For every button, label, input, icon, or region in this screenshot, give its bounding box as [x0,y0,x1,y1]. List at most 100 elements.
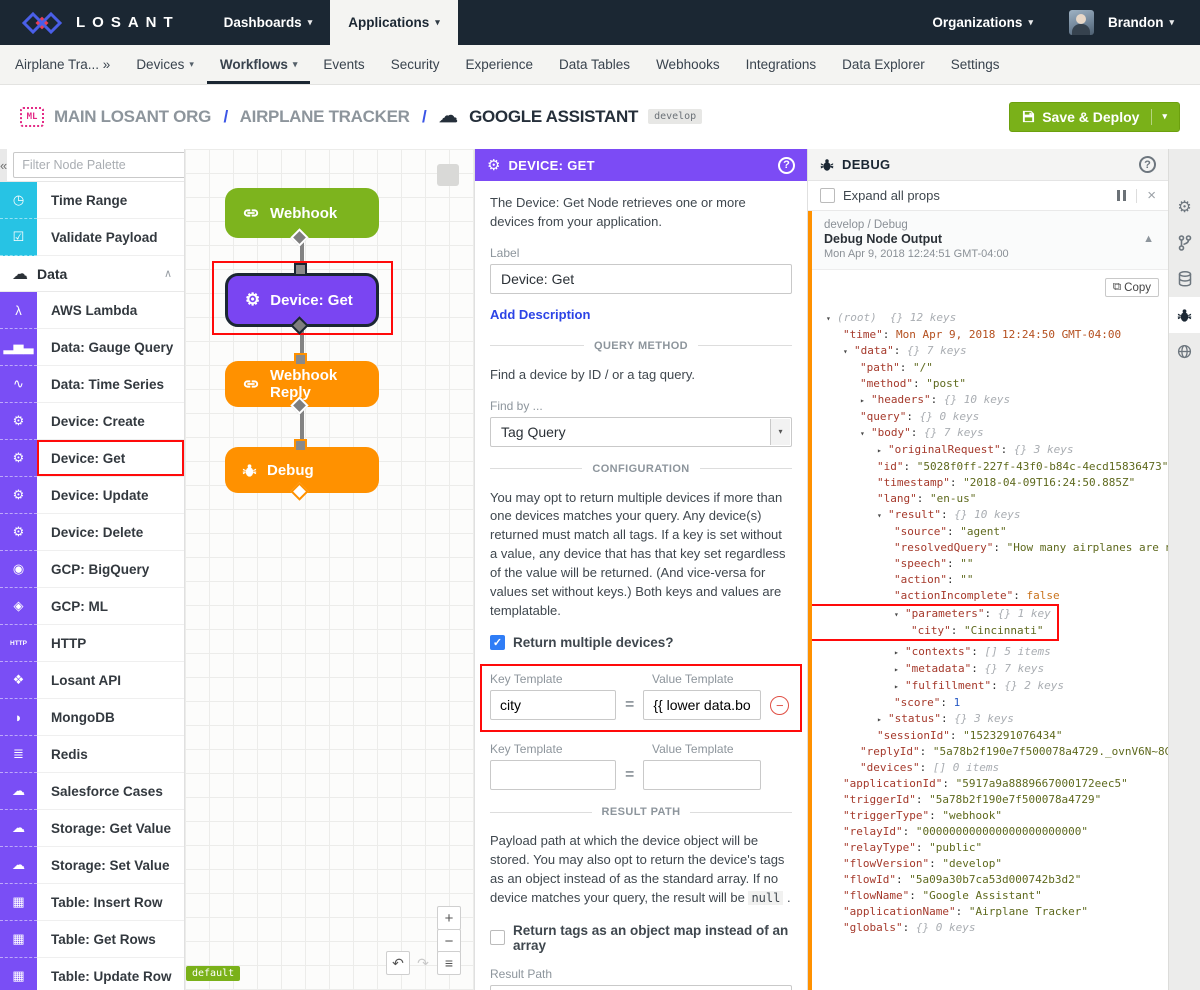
palette-item-device-create[interactable]: ⚙ Device: Create [0,403,184,440]
topnav-item-organizations[interactable]: Organizations ▾ [914,0,1051,45]
json-line[interactable]: "sessionId": "1523291076434" [812,728,1168,744]
minimap[interactable] [437,164,459,186]
output-connector[interactable] [290,396,309,415]
expand-node-icon[interactable]: ▸ [894,648,899,657]
json-line[interactable]: "score": 1 [812,695,1168,711]
help-icon[interactable]: ? [1139,156,1156,173]
key-template-input-1[interactable] [490,760,616,791]
subnav-item-data-explorer[interactable]: Data Explorer [829,45,938,84]
value-template-input-1[interactable] [643,760,762,791]
palette-item-redis[interactable]: ≣ Redis [0,736,184,773]
palette-item-gcp-bigquery[interactable]: ◉ GCP: BigQuery [0,551,184,588]
palette-item-table-update-row[interactable]: ▦ Table: Update Row [0,958,184,990]
json-line[interactable]: "devices": [] 0 items [812,760,1168,776]
json-line[interactable]: ▾ "parameters": {} 1 key [812,606,1051,623]
topnav-item-dashboards[interactable]: Dashboards ▾ [206,0,331,45]
json-line[interactable]: ▸ "status": {} 3 keys [812,711,1168,728]
palette-item-mongodb[interactable]: ◗ MongoDB [0,699,184,736]
filter-node-palette-input[interactable] [13,152,184,178]
debug-tab-icon[interactable] [1169,297,1200,333]
json-line[interactable]: "globals": {} 0 keys [812,920,1168,936]
palette-item-salesforce-cases[interactable]: ☁ Salesforce Cases [0,773,184,810]
json-line[interactable]: "timestamp": "2018-04-09T16:24:50.885Z" [812,475,1168,491]
json-line[interactable]: "source": "agent" [812,524,1168,540]
json-line[interactable]: ▾ "body": {} 7 keys [812,425,1168,442]
json-line[interactable]: "time": Mon Apr 9, 2018 12:24:50 GMT-04:… [812,327,1168,343]
find-by-select[interactable]: Tag Query ▾ [490,416,792,447]
json-line[interactable]: ▸ "fulfillment": {} 2 keys [812,678,1168,695]
redo-button[interactable]: ↷ [417,954,429,971]
expand-node-icon[interactable]: ▸ [877,446,882,455]
json-line[interactable]: ▸ "metadata": {} 7 keys [812,661,1168,678]
output-connector[interactable] [290,482,309,501]
json-line[interactable]: "replyId": "5a78b2f190e7f500078a4729._ov… [812,744,1168,760]
select-caret-icon[interactable]: ▾ [770,418,790,445]
return-tags-checkbox[interactable] [490,930,505,946]
key-template-input-0[interactable] [490,690,616,721]
palette-item-gcp-ml[interactable]: ◈ GCP: ML [0,588,184,625]
palette-item-table-get-rows[interactable]: ▦ Table: Get Rows [0,921,184,958]
subnav-item-webhooks[interactable]: Webhooks [643,45,733,84]
json-line[interactable]: ▸ "originalRequest": {} 3 keys [812,442,1168,459]
json-line[interactable]: "path": "/" [812,360,1168,376]
copy-button[interactable]: ⧉ Copy [1104,278,1159,297]
globe-icon[interactable] [1169,333,1200,369]
zoom-in-button[interactable]: + [437,906,461,930]
result-path-input[interactable] [490,984,792,990]
json-line[interactable]: "triggerId": "5a78b2f190e7f500078a4729" [812,792,1168,808]
json-line[interactable]: "id": "5028f0ff-227f-43f0-b84c-4ecd15836… [812,459,1168,475]
topnav-item-brandon[interactable]: Brandon ▾ [1051,0,1192,45]
subnav-item-integrations[interactable]: Integrations [733,45,830,84]
palette-item-device-update[interactable]: ⚙ Device: Update [0,477,184,514]
input-connector[interactable] [294,439,307,452]
json-line[interactable]: "applicationId": "5917a9a8889667000172ee… [812,776,1168,792]
expand-node-icon[interactable]: ▸ [877,715,882,724]
json-line[interactable]: "flowId": "5a09a30b7ca53d000742b3d2" [812,872,1168,888]
palette-section-data[interactable]: ☁ Data ∧ [0,256,184,292]
json-line[interactable]: "triggerType": "webhook" [812,808,1168,824]
json-line[interactable]: "city": "Cincinnati" [812,623,1051,639]
json-line[interactable]: ▸ "headers": {} 10 keys [812,392,1168,409]
breadcrumb-org[interactable]: MAIN LOSANT ORG [54,107,211,126]
subnav-item-workflows[interactable]: Workflows ▾ [206,45,311,84]
chevron-up-icon[interactable]: ∧ [163,268,172,280]
palette-item-aws-lambda[interactable]: λ AWS Lambda [0,292,184,329]
losant-brand[interactable]: LOSANT [0,0,206,45]
json-line[interactable]: "flowName": "Google Assistant" [812,888,1168,904]
subnav-item-events[interactable]: Events [310,45,377,84]
subnav-item-settings[interactable]: Settings [938,45,1013,84]
subnav-item-airplane-tra-[interactable]: Airplane Tra... » [2,45,123,84]
breadcrumb-app[interactable]: AIRPLANE TRACKER [239,107,410,126]
palette-item-table-insert-row[interactable]: ▦ Table: Insert Row [0,884,184,921]
value-template-input-0[interactable] [643,690,762,721]
palette-item-storage-get-value[interactable]: ☁ Storage: Get Value [0,810,184,847]
palette-item-storage-set-value[interactable]: ☁ Storage: Set Value [0,847,184,884]
input-connector[interactable] [294,353,307,366]
help-icon[interactable]: ? [778,156,795,174]
json-line[interactable]: ▾ (root) {} 12 keys [812,310,1168,327]
palette-item-losant-api[interactable]: ❖ Losant API [0,662,184,699]
palette-item-device-delete[interactable]: ⚙ Device: Delete [0,514,184,551]
subnav-item-security[interactable]: Security [378,45,453,84]
versions-branch-icon[interactable] [1169,225,1200,261]
org-badge[interactable]: ML [20,106,44,127]
expand-all-props-checkbox[interactable] [820,188,835,203]
collapse-node-icon[interactable]: ▾ [860,429,865,438]
subnav-item-data-tables[interactable]: Data Tables [546,45,643,84]
json-line[interactable]: "lang": "en-us" [812,491,1168,507]
pause-debug-icon[interactable] [1117,190,1127,201]
save-deploy-button[interactable]: Save & Deploy ▾ [1009,101,1180,132]
remove-row-button[interactable]: − [770,695,790,715]
json-line[interactable]: "applicationName": "Airplane Tracker" [812,904,1168,920]
undo-button[interactable]: ↶ [386,951,410,975]
collapse-entry-icon[interactable]: ▲ [1143,233,1154,245]
workflow-node-webhook[interactable]: Webhook [225,188,379,238]
json-line[interactable]: "query": {} 0 keys [812,409,1168,425]
zoom-out-button[interactable]: − [437,929,461,953]
return-multiple-checkbox[interactable]: ✓ [490,635,505,651]
json-line[interactable]: ▸ "contexts": [] 5 items [812,644,1168,661]
collapse-node-icon[interactable]: ▾ [894,610,899,619]
add-description-link[interactable]: Add Description [490,306,591,322]
expand-node-icon[interactable]: ▸ [894,682,899,691]
subnav-item-experience[interactable]: Experience [452,45,546,84]
